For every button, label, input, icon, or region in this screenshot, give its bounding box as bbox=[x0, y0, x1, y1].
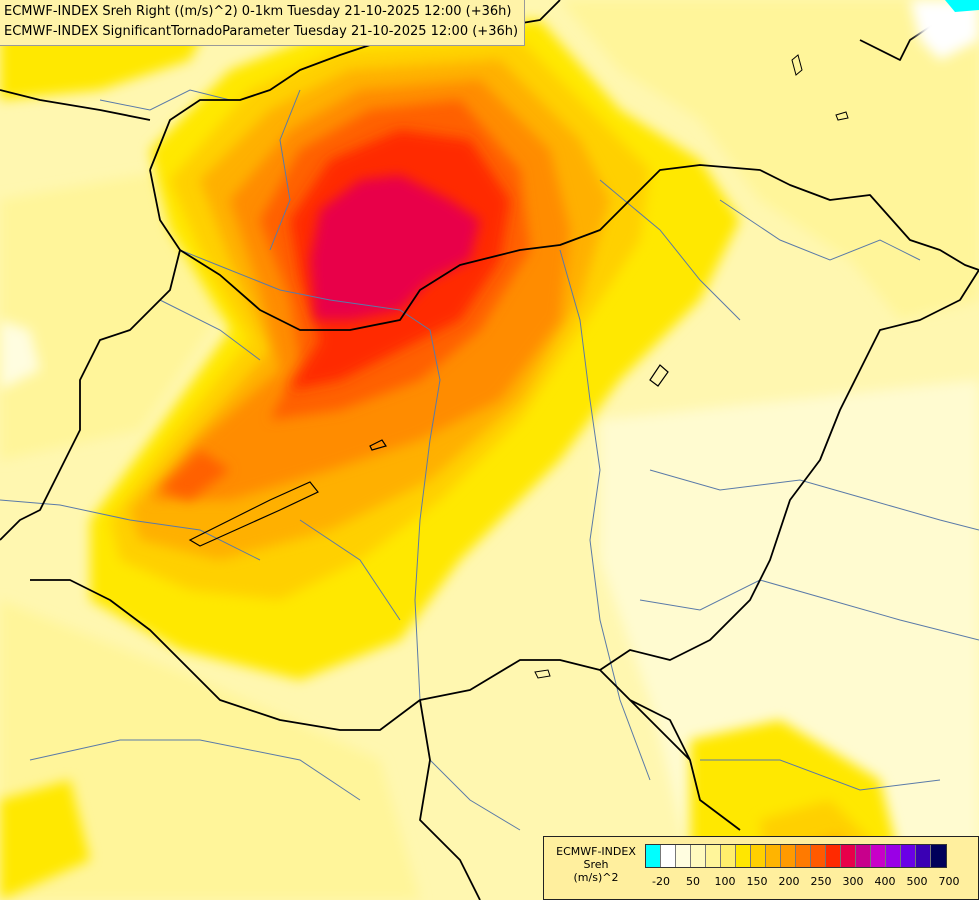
corner-field bbox=[0, 0, 979, 390]
legend-tick-label: 300 bbox=[842, 875, 864, 888]
map-title-line-2: ECMWF-INDEX SignificantTornadoParameter … bbox=[4, 24, 519, 39]
legend-swatch bbox=[661, 845, 676, 867]
legend-swatch bbox=[901, 845, 916, 867]
legend-swatch bbox=[646, 845, 661, 867]
legend-swatch bbox=[766, 845, 781, 867]
legend-tick-label: 250 bbox=[810, 875, 832, 888]
field-crimson bbox=[310, 175, 480, 320]
legend-label-line-3: (m/s)^2 bbox=[573, 871, 619, 884]
legend-tick-label: 400 bbox=[874, 875, 896, 888]
legend-swatch bbox=[676, 845, 691, 867]
legend-swatch bbox=[826, 845, 841, 867]
legend-label-line-2: Sreh bbox=[583, 858, 609, 871]
legend-swatch bbox=[691, 845, 706, 867]
legend-swatch bbox=[751, 845, 766, 867]
lakes bbox=[188, 364, 669, 547]
lake-balaton bbox=[188, 481, 319, 547]
legend-color-bar bbox=[645, 844, 947, 868]
legend-swatch bbox=[931, 845, 946, 867]
legend-tick-label: 200 bbox=[778, 875, 800, 888]
legend-swatch bbox=[781, 845, 796, 867]
legend-label-line-1: ECMWF-INDEX bbox=[556, 845, 636, 858]
legend-tick-label: 50 bbox=[686, 875, 700, 888]
legend-swatch bbox=[721, 845, 736, 867]
legend-ticks: -20 50 100 150 200 250 300 400 500 700 bbox=[645, 875, 975, 891]
legend-swatch bbox=[916, 845, 931, 867]
legend-label: ECMWF-INDEX Sreh (m/s)^2 bbox=[548, 845, 644, 884]
legend-swatch bbox=[796, 845, 811, 867]
legend-tick-label: 150 bbox=[746, 875, 768, 888]
legend-tick-label: -20 bbox=[652, 875, 670, 888]
map-title-line-1: ECMWF-INDEX Sreh Right ((m/s)^2) 0-1km T… bbox=[4, 4, 512, 19]
legend-swatch bbox=[736, 845, 751, 867]
legend-swatch bbox=[811, 845, 826, 867]
legend-swatch bbox=[871, 845, 886, 867]
legend-tick-label: 500 bbox=[906, 875, 928, 888]
legend-tick-label: 100 bbox=[714, 875, 736, 888]
legend-swatch bbox=[856, 845, 871, 867]
color-legend: ECMWF-INDEX Sreh (m/s)^2 -20 50 100 150 200 2… bbox=[543, 836, 979, 900]
legend-swatch bbox=[841, 845, 856, 867]
legend-swatch bbox=[706, 845, 721, 867]
map-title-box: ECMWF-INDEX Sreh Right ((m/s)^2) 0-1km T… bbox=[0, 0, 526, 46]
legend-tick-label: 700 bbox=[938, 875, 960, 888]
small-lakes bbox=[534, 54, 849, 679]
legend-swatch bbox=[886, 845, 901, 867]
